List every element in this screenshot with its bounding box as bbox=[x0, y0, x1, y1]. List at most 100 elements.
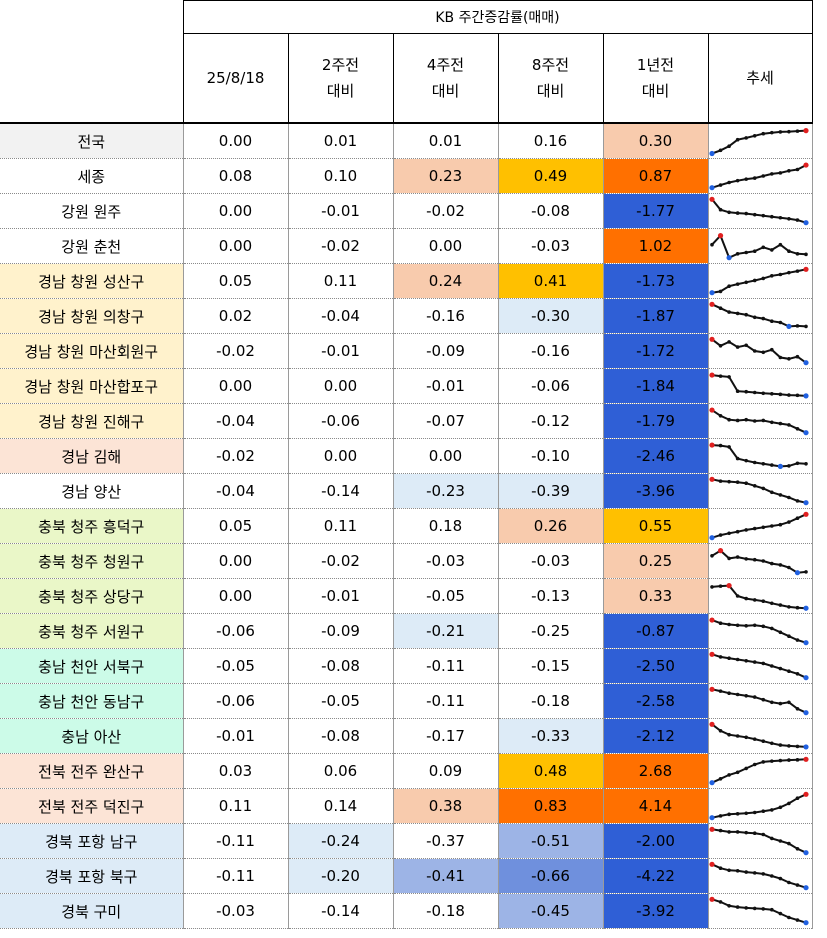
value-cell: -0.37 bbox=[392, 823, 499, 859]
value-cell: -0.02 bbox=[182, 333, 289, 369]
value-cell: -4.22 bbox=[602, 858, 709, 894]
trend-point bbox=[786, 669, 791, 673]
trend-point bbox=[778, 743, 782, 747]
trend-point bbox=[743, 811, 748, 816]
trend-min-marker bbox=[802, 640, 809, 646]
trend-point bbox=[778, 563, 782, 567]
value-cell: 0.00 bbox=[182, 368, 289, 404]
trend-point bbox=[803, 462, 808, 466]
trend-point bbox=[795, 461, 799, 466]
trend-point bbox=[743, 870, 748, 874]
trend-max-marker bbox=[725, 583, 732, 589]
trend-point bbox=[786, 464, 791, 468]
value-cell: 4.14 bbox=[602, 788, 709, 824]
value-cell: -0.18 bbox=[497, 683, 604, 719]
value-cell: 0.11 bbox=[287, 263, 394, 299]
trend-point bbox=[752, 695, 757, 699]
trend-point bbox=[760, 697, 765, 702]
trend-point bbox=[735, 623, 739, 628]
trend-sparkline bbox=[709, 791, 809, 821]
trend-cell bbox=[707, 333, 813, 369]
trend-min-marker bbox=[802, 885, 809, 891]
trend-point bbox=[795, 427, 799, 431]
value-cell: -0.17 bbox=[392, 718, 499, 754]
value-cell: -2.00 bbox=[602, 823, 709, 859]
trend-point bbox=[718, 828, 722, 833]
trend-point bbox=[795, 167, 799, 172]
trend-point bbox=[726, 830, 731, 834]
value-cell: -0.41 bbox=[392, 858, 499, 894]
trend-point bbox=[778, 421, 782, 426]
trend-cell bbox=[707, 473, 813, 509]
trend-point bbox=[735, 282, 739, 286]
region-name: 충북 청주 청원구 bbox=[0, 543, 184, 579]
value-cell: -3.96 bbox=[602, 473, 709, 509]
trend-line bbox=[711, 653, 806, 679]
trend-line bbox=[710, 549, 806, 574]
value-cell: -0.16 bbox=[392, 298, 499, 334]
trend-point bbox=[769, 741, 774, 746]
trend-line bbox=[711, 513, 806, 539]
trend-point bbox=[718, 533, 722, 537]
table-row: 경남 창원 성산구 0.05 0.11 0.24 0.41 -1.73 bbox=[0, 263, 813, 299]
value-cell: 0.41 bbox=[497, 263, 604, 299]
trend-line bbox=[710, 409, 806, 434]
value-cell: 0.00 bbox=[287, 438, 394, 474]
trend-point bbox=[752, 906, 757, 911]
trend-point bbox=[769, 874, 774, 878]
trend-max-marker bbox=[802, 162, 809, 168]
column-header: 4주전 대비 bbox=[392, 33, 499, 124]
trend-line bbox=[711, 688, 806, 714]
table-row: 경북 포항 남구 -0.11 -0.24 -0.37 -0.51 -2.00 bbox=[0, 823, 813, 859]
trend-point bbox=[735, 812, 739, 816]
trend-point bbox=[743, 481, 748, 485]
trend-sparkline bbox=[709, 511, 809, 541]
trend-sparkline bbox=[709, 162, 809, 191]
region-name: 강원 춘천 bbox=[0, 228, 184, 264]
trend-point bbox=[786, 758, 791, 762]
trend-point bbox=[795, 883, 799, 887]
trend-point bbox=[752, 134, 757, 138]
table-row: 경북 구미 -0.03 -0.14 -0.18 -0.45 -3.92 bbox=[0, 893, 813, 929]
trend-min-marker bbox=[802, 393, 809, 399]
table-row: 전국 0.00 0.01 0.01 0.16 0.30 bbox=[0, 122, 813, 159]
trend-cell bbox=[707, 122, 813, 159]
trend-point bbox=[743, 177, 748, 181]
trend-point bbox=[795, 672, 799, 676]
value-cell: 0.18 bbox=[392, 508, 499, 544]
value-cell: -0.09 bbox=[392, 333, 499, 369]
column-header: 1년전 대비 bbox=[602, 33, 709, 124]
trend-sparkline bbox=[709, 826, 809, 856]
trend-min-marker bbox=[777, 463, 783, 469]
value-cell: 0.00 bbox=[182, 543, 289, 579]
value-cell: -3.92 bbox=[602, 893, 709, 929]
trend-point bbox=[735, 770, 739, 775]
trend-point bbox=[760, 174, 765, 178]
trend-cell bbox=[707, 298, 813, 334]
trend-point bbox=[786, 634, 791, 638]
trend-point bbox=[778, 320, 782, 325]
trend-point bbox=[752, 278, 757, 283]
trend-point bbox=[709, 242, 714, 247]
column-header-line2: 대비 bbox=[536, 82, 565, 100]
trend-point bbox=[786, 357, 791, 361]
trend-point bbox=[769, 759, 774, 763]
trend-point bbox=[760, 525, 765, 530]
trend-cell bbox=[707, 368, 813, 404]
table-row: 강원 춘천 0.00 -0.02 0.00 -0.03 1.02 bbox=[0, 228, 813, 264]
value-cell: -0.66 bbox=[497, 858, 604, 894]
table-row: 경북 포항 북구 -0.11 -0.20 -0.41 -0.66 -4.22 bbox=[0, 858, 813, 894]
trend-point bbox=[786, 129, 791, 134]
trend-point bbox=[769, 463, 774, 467]
trend-point bbox=[752, 484, 757, 488]
value-cell: -0.13 bbox=[497, 578, 604, 614]
trend-point bbox=[786, 169, 791, 173]
trend-point bbox=[718, 443, 722, 448]
value-cell: -0.03 bbox=[497, 228, 604, 264]
trend-point bbox=[735, 480, 739, 484]
trend-cell bbox=[707, 158, 813, 194]
trend-sparkline bbox=[709, 266, 809, 296]
trend-point bbox=[743, 417, 748, 422]
value-cell: -2.58 bbox=[602, 683, 709, 719]
trend-point bbox=[718, 621, 722, 625]
